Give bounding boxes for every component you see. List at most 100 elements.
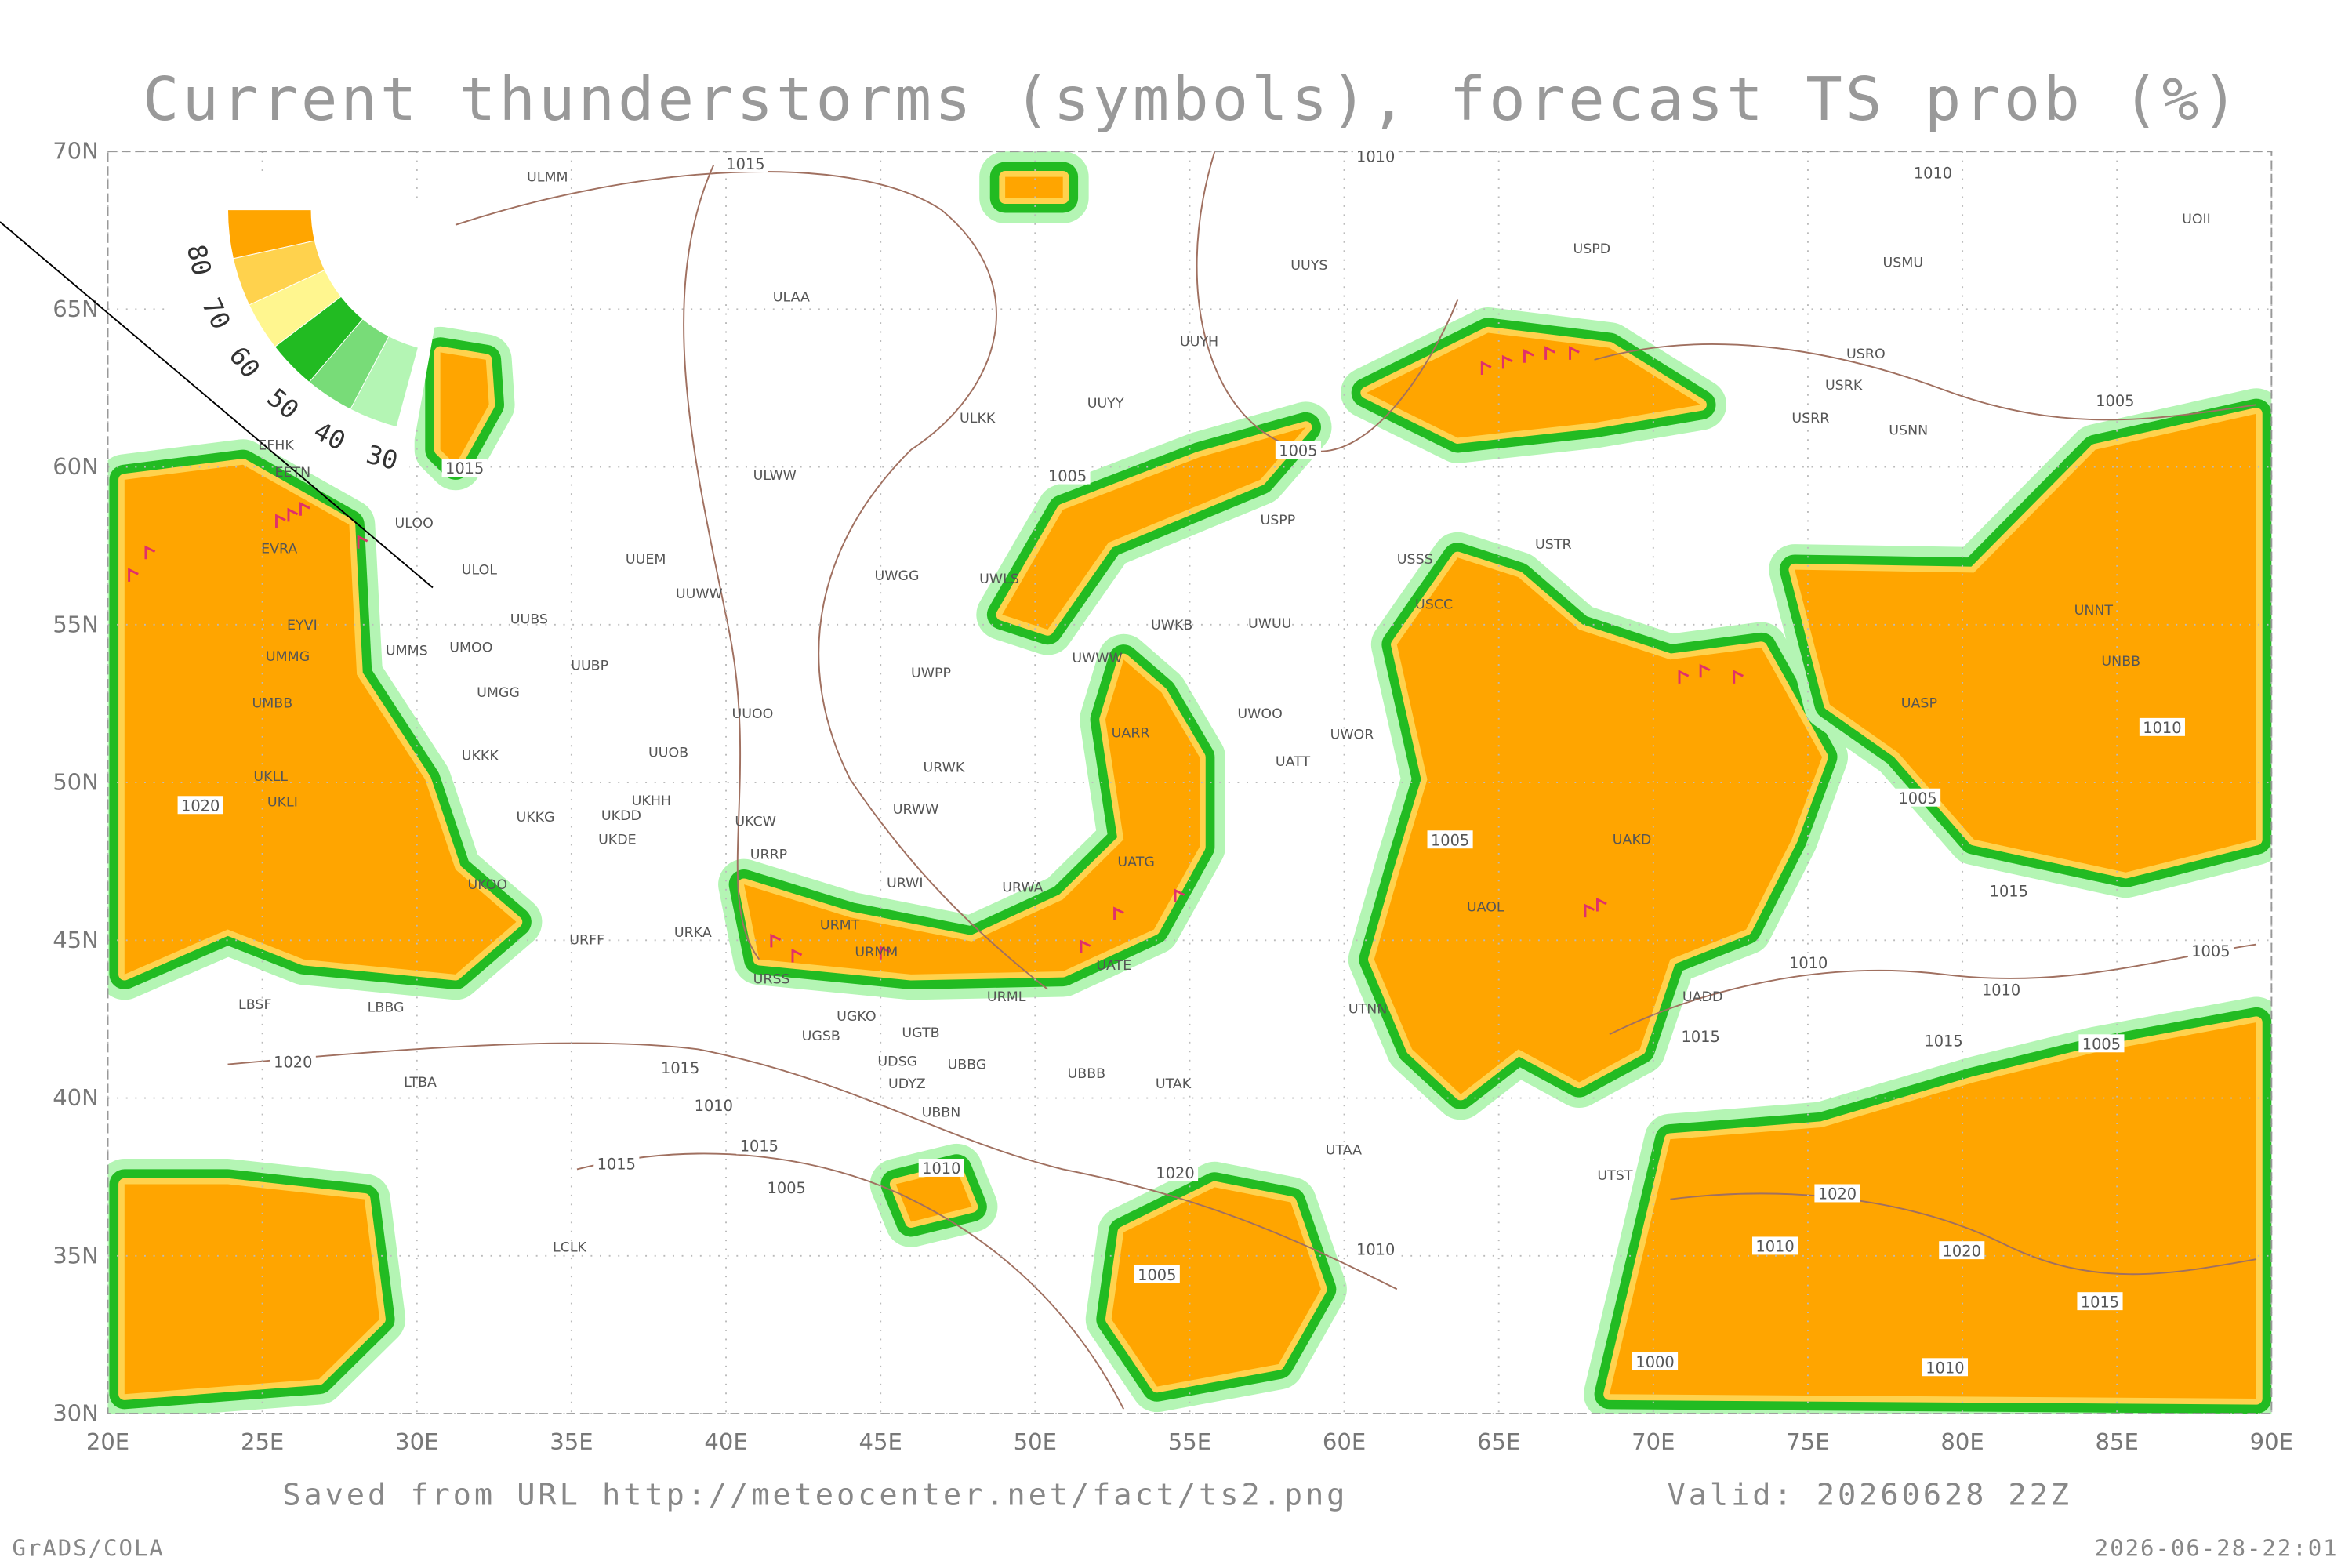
isobar-label-box bbox=[918, 1159, 964, 1177]
station-label: UMMS bbox=[386, 644, 428, 659]
isobar-label-box bbox=[657, 1058, 703, 1076]
isobar-label-box bbox=[1910, 163, 1956, 182]
station-label: URWA bbox=[1002, 880, 1043, 896]
station-label: URRP bbox=[750, 848, 787, 863]
isobar-label: 1015 bbox=[1924, 1033, 1962, 1051]
isobar-label-box bbox=[1678, 1026, 1724, 1045]
isobar-label-box bbox=[1986, 881, 2032, 900]
station-label: UKCW bbox=[735, 815, 776, 830]
station-label: UBBN bbox=[922, 1105, 961, 1121]
station-label: UAOL bbox=[1467, 900, 1504, 916]
station-label: LTBA bbox=[404, 1075, 437, 1091]
isobar-label-box bbox=[270, 1052, 316, 1071]
prob-core bbox=[124, 464, 517, 975]
station-label: UWPP bbox=[911, 666, 951, 681]
isobar-label-box bbox=[441, 459, 488, 477]
prob-core bbox=[1367, 332, 1701, 438]
station-label: UWKB bbox=[1151, 618, 1192, 633]
station-label: UKLI bbox=[267, 795, 298, 811]
station-label: UWGG bbox=[875, 568, 920, 584]
lat-tick-label: 45N bbox=[53, 927, 99, 953]
isobar-label: 1020 bbox=[1156, 1164, 1194, 1182]
station-label: UGSB bbox=[802, 1029, 840, 1044]
isobar-label: 1005 bbox=[2096, 392, 2134, 410]
station-label: UARR bbox=[1112, 726, 1150, 742]
station-label: USCC bbox=[1415, 597, 1453, 612]
isobar-label-box bbox=[1922, 1358, 1969, 1377]
station-label: UUOO bbox=[732, 706, 774, 722]
isobar-label: 1020 bbox=[181, 797, 220, 815]
station-label: UDYZ bbox=[888, 1076, 926, 1092]
isobar-label: 1015 bbox=[445, 459, 484, 477]
lon-tick-label: 75E bbox=[1786, 1428, 1829, 1455]
station-label: USSS bbox=[1397, 552, 1433, 568]
isobar bbox=[683, 164, 760, 960]
isobar-label-box bbox=[1785, 953, 1831, 972]
station-label: URFF bbox=[569, 933, 604, 949]
station-label: UATT bbox=[1276, 754, 1311, 770]
timestamp: 2026-06-28-22:01 bbox=[2095, 1535, 2339, 1562]
isobar-label-box bbox=[2187, 941, 2234, 960]
isobar-label: 1015 bbox=[726, 155, 764, 173]
station-label: ULAA bbox=[773, 289, 810, 305]
prob-core bbox=[1111, 1187, 1321, 1387]
prob-core bbox=[440, 352, 489, 465]
station-label: EETN bbox=[275, 465, 311, 481]
isobar-label-box bbox=[1632, 1352, 1679, 1370]
station-label: USPP bbox=[1260, 513, 1295, 528]
station-label: LBBG bbox=[368, 1000, 405, 1016]
isobar-label-box bbox=[1427, 830, 1473, 849]
lon-tick-label: 20E bbox=[86, 1428, 129, 1455]
station-label: ULOO bbox=[395, 516, 434, 532]
isobar-label-box bbox=[593, 1154, 640, 1173]
lat-tick-label: 30N bbox=[53, 1400, 99, 1427]
station-label: UATE bbox=[1096, 958, 1131, 974]
isobar-label-box bbox=[1814, 1184, 1860, 1203]
station-label: UNBB bbox=[2101, 654, 2140, 670]
prob-core bbox=[743, 659, 1200, 975]
station-label: UNNT bbox=[2074, 603, 2114, 619]
isobar-label: 1010 bbox=[1914, 165, 1952, 183]
isobar-label: 1015 bbox=[661, 1059, 699, 1077]
station-label: URWI bbox=[887, 876, 923, 891]
lat-tick-label: 55N bbox=[53, 612, 99, 638]
lat-tick-label: 60N bbox=[53, 453, 99, 480]
legend-label: 30 bbox=[363, 440, 401, 477]
isobar-label: 1020 bbox=[1818, 1185, 1857, 1203]
isobar-label: 1005 bbox=[768, 1179, 806, 1197]
legend-swatch bbox=[249, 269, 342, 347]
isobar-label-box bbox=[1044, 466, 1091, 485]
map-frame bbox=[107, 151, 2273, 1415]
lat-tick-label: 65N bbox=[53, 296, 99, 322]
isobar-label: 1005 bbox=[1048, 467, 1087, 485]
station-label: USNN bbox=[1889, 423, 1928, 439]
prob-core bbox=[1002, 426, 1306, 630]
station-label: UWOO bbox=[1237, 706, 1282, 722]
station-label: UKKG bbox=[516, 810, 554, 826]
isobar-label: 1010 bbox=[695, 1097, 733, 1115]
legend-pointer bbox=[0, 221, 434, 589]
legend-label: 80 bbox=[181, 242, 217, 278]
station-label: UTNN bbox=[1348, 1002, 1387, 1018]
isobar-label-box bbox=[1134, 1265, 1180, 1283]
isobar-label: 1005 bbox=[1279, 441, 1317, 459]
lon-tick-label: 30E bbox=[395, 1428, 438, 1455]
isobar-label: 1005 bbox=[2082, 1036, 2121, 1054]
station-label: UUYY bbox=[1087, 396, 1124, 412]
station-label: UBBB bbox=[1068, 1066, 1106, 1082]
isobar-label-box bbox=[2077, 1292, 2123, 1311]
lat-tick-label: 50N bbox=[53, 769, 99, 796]
station-label: UGKO bbox=[837, 1009, 876, 1025]
station-label: UUYS bbox=[1290, 258, 1327, 274]
station-label: URKA bbox=[674, 925, 712, 941]
station-label: UAKD bbox=[1613, 833, 1651, 848]
station-label: USPD bbox=[1573, 241, 1610, 257]
lon-tick-label: 80E bbox=[1940, 1428, 1984, 1455]
station-label: ULWW bbox=[753, 468, 797, 484]
station-label: UKDE bbox=[598, 833, 637, 848]
isobar-label: 1015 bbox=[597, 1156, 636, 1174]
isobar-label-box bbox=[2139, 717, 2185, 736]
station-label: UMMG bbox=[266, 649, 310, 665]
